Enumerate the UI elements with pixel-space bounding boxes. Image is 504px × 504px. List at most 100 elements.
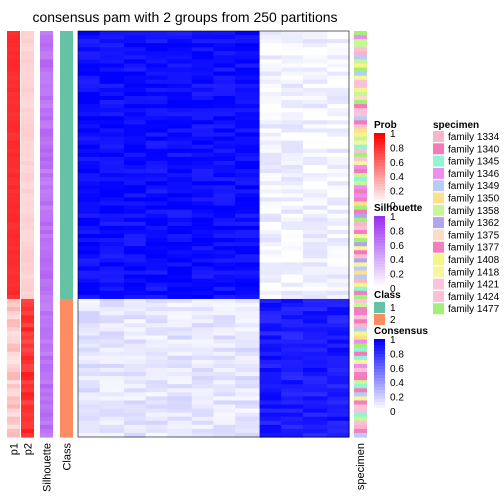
- consensus-legend-swatch: [374, 357, 385, 361]
- consensus-cell: [213, 160, 236, 166]
- consensus-cell: [145, 75, 169, 81]
- consensus-cell: [302, 359, 328, 365]
- consensus-cell: [327, 156, 350, 162]
- consensus-cell: [191, 51, 215, 56]
- consensus-cell: [327, 242, 350, 247]
- consensus-cell: [302, 363, 328, 369]
- specimen-cell: [354, 428, 367, 434]
- specimen-legend-label: family 1377: [448, 243, 500, 254]
- consensus-cell: [259, 355, 282, 361]
- consensus-cell: [191, 185, 215, 190]
- consensus-cell: [302, 47, 328, 52]
- consensus-legend-tick: 0.2: [390, 393, 404, 404]
- p1-cell: [7, 420, 20, 426]
- specimen-cell: [354, 424, 367, 430]
- consensus-cell: [78, 266, 101, 272]
- consensus-cell: [213, 221, 236, 227]
- consensus-cell: [213, 420, 236, 426]
- specimen-legend-label: family 1421: [448, 280, 500, 291]
- p1-cell: [7, 75, 20, 81]
- consensus-cell: [213, 355, 236, 361]
- consensus-cell: [327, 416, 350, 422]
- consensus-cell: [167, 128, 193, 134]
- consensus-cell: [167, 136, 193, 142]
- consensus-cell: [124, 242, 147, 247]
- consensus-cell: [191, 83, 215, 89]
- consensus-cell: [213, 238, 236, 243]
- consensus-cell: [213, 258, 236, 264]
- consensus-cell: [99, 376, 125, 381]
- consensus-cell: [124, 51, 147, 56]
- consensus-cell: [235, 79, 261, 85]
- consensus-cell: [191, 416, 215, 422]
- consensus-cell: [191, 246, 215, 251]
- silhouette-cell: [40, 266, 53, 272]
- consensus-cell: [259, 290, 282, 296]
- consensus-cell: [167, 303, 193, 308]
- silhouette-cell: [40, 355, 53, 361]
- consensus-cell: [235, 319, 261, 324]
- consensus-cell: [302, 173, 328, 178]
- consensus-cell: [235, 359, 261, 365]
- consensus-cell: [99, 372, 125, 377]
- consensus-legend-swatch: [374, 363, 385, 367]
- silhouette-cell: [40, 100, 53, 105]
- consensus-legend-tick: 1: [390, 335, 396, 346]
- silhouette-cell: [40, 132, 53, 138]
- consensus-cell: [78, 229, 101, 235]
- p2-cell: [21, 185, 34, 190]
- consensus-cell: [191, 274, 215, 280]
- consensus-cell: [191, 152, 215, 158]
- consensus-cell: [259, 71, 282, 77]
- consensus-cell: [327, 160, 350, 166]
- specimen-cell: [354, 242, 367, 247]
- p2-cell: [21, 100, 34, 105]
- consensus-cell: [281, 319, 304, 324]
- silhouette-legend-swatch: [374, 252, 385, 256]
- consensus-cell: [327, 335, 350, 341]
- annotation-label-p1: p1: [9, 443, 21, 455]
- silhouette-cell: [40, 363, 53, 369]
- consensus-cell: [167, 372, 193, 377]
- p2-cell: [21, 286, 34, 292]
- consensus-cell: [235, 47, 261, 52]
- silhouette-legend-swatch: [374, 270, 385, 274]
- specimen-cell: [354, 55, 367, 61]
- consensus-cell: [213, 201, 236, 207]
- consensus-cell: [213, 331, 236, 337]
- consensus-cell: [281, 209, 304, 215]
- p2-cell: [21, 71, 34, 77]
- p2-cell: [21, 51, 34, 56]
- consensus-cell: [145, 59, 169, 65]
- consensus-cell: [124, 343, 147, 349]
- consensus-cell: [78, 242, 101, 247]
- p1-cell: [7, 286, 20, 292]
- p1-cell: [7, 47, 20, 52]
- consensus-cell: [167, 270, 193, 276]
- consensus-cell: [145, 242, 169, 247]
- silhouette-cell: [40, 177, 53, 182]
- consensus-cell: [259, 181, 282, 186]
- consensus-cell: [259, 185, 282, 190]
- consensus-cell: [235, 87, 261, 93]
- consensus-cell: [302, 83, 328, 89]
- consensus-cell: [235, 311, 261, 316]
- consensus-cell: [124, 396, 147, 402]
- silhouette-cell: [40, 79, 53, 85]
- class-cell: [60, 242, 73, 247]
- class-cell: [60, 274, 73, 280]
- consensus-cell: [259, 229, 282, 235]
- silhouette-cell: [40, 351, 53, 357]
- consensus-cell: [78, 432, 101, 438]
- p1-cell: [7, 359, 20, 365]
- consensus-cell: [78, 185, 101, 190]
- p2-cell: [21, 319, 34, 324]
- consensus-cell: [281, 384, 304, 389]
- consensus-cell: [327, 420, 350, 426]
- specimen-cell: [354, 201, 367, 207]
- consensus-cell: [259, 213, 282, 219]
- consensus-cell: [302, 339, 328, 345]
- consensus-cell: [78, 311, 101, 316]
- consensus-cell: [259, 201, 282, 207]
- specimen-cell: [354, 234, 367, 239]
